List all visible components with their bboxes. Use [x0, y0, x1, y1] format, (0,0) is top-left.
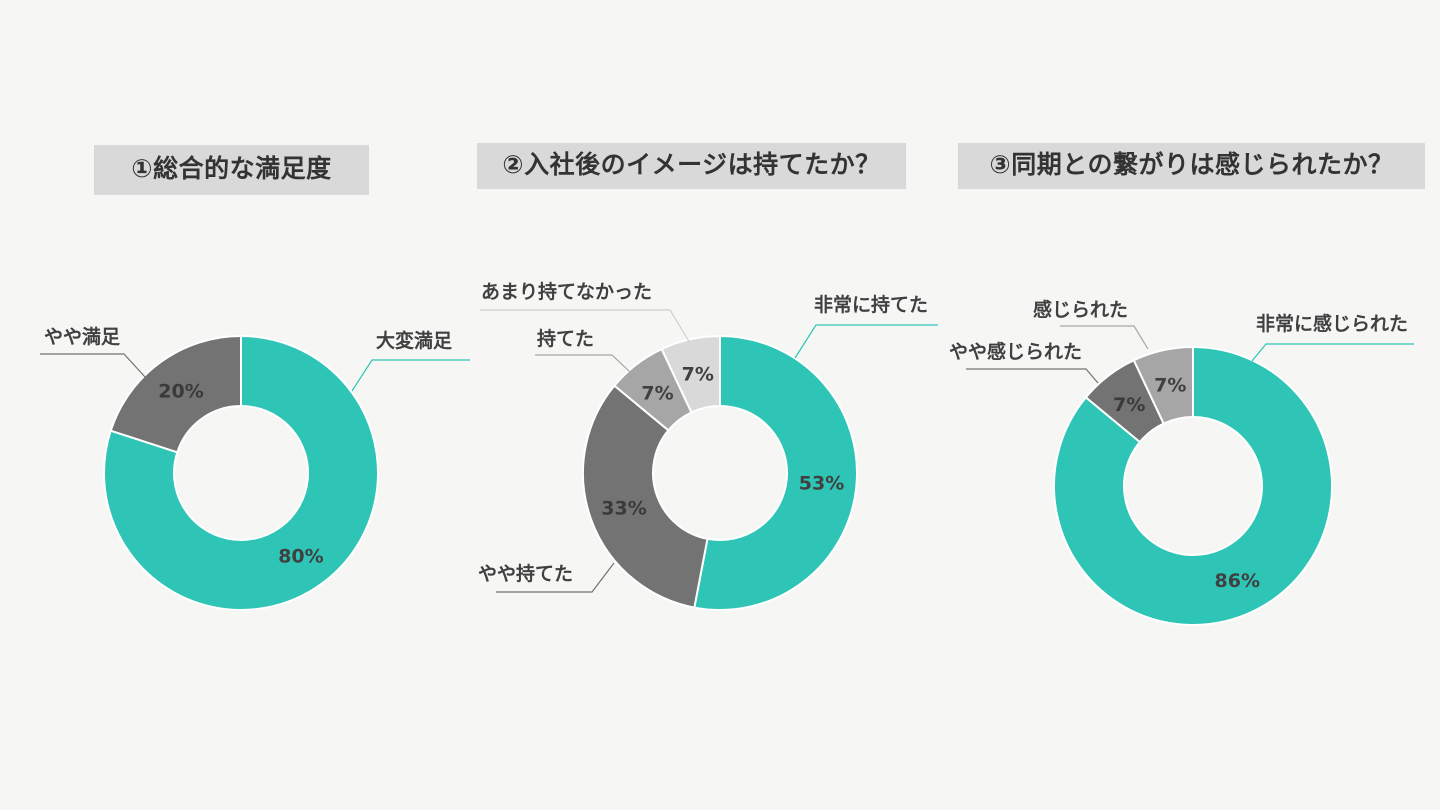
chart-2-slice-3-label: 持てた: [537, 327, 594, 350]
chart-2-slice-4-leader-line: [480, 309, 691, 344]
chart-3-slice-2-leader-line: [966, 368, 1099, 384]
chart-1-slice-2: [109, 334, 242, 454]
chart-3-slice-3-leader-line: [1060, 325, 1149, 350]
chart-3-slice-2-label: やや感じられた: [949, 340, 1082, 363]
chart-3-slice-3: [1132, 345, 1194, 425]
donut-chart-1: 80% 大変満足 20% やや満足: [40, 326, 470, 611]
chart-1-slice-2-leader-line: [40, 353, 147, 379]
chart-1-slice-2-percent: 20%: [158, 380, 203, 402]
chart-1-slice-1-label: 大変満足: [376, 329, 453, 352]
chart-1-slice-1-leader-line: [351, 359, 470, 392]
chart-2-slice-1: [693, 334, 858, 611]
chart-3-slice-3-label: 感じられた: [1033, 298, 1128, 321]
chart-1-slice-2-label: やや満足: [44, 326, 121, 348]
chart-2-slice-4: [660, 334, 721, 414]
chart-3-slice-1-label: 非常に感じられた: [1256, 312, 1408, 335]
donut-chart-3: 86% 非常に感じられた 7% やや感じられた 7% 感じられた: [949, 298, 1414, 626]
chart-3-slice-1: [1053, 345, 1333, 626]
chart-2-slice-4-label: あまり持てなかった: [481, 280, 652, 303]
chart-2-slice-2: [582, 384, 709, 609]
chart-2-slice-3-leader-line: [535, 354, 631, 373]
chart-3-slice-2-percent: 7%: [1113, 394, 1145, 416]
chart-2-slice-2-percent: 33%: [601, 498, 646, 520]
chart-2-title: ②入社後のイメージは持てたか？: [477, 143, 906, 189]
chart-3-slice-3-percent: 7%: [1154, 375, 1186, 397]
chart-2-slice-2-leader-line: [496, 562, 615, 593]
chart-1-slice-1-percent: 80%: [278, 546, 323, 568]
chart-3-slice-1-percent: 86%: [1215, 570, 1260, 592]
chart-2-slice-2-label: やや持てた: [478, 562, 573, 585]
chart-3-title: ③同期との繋がりは感じられたか？: [958, 143, 1425, 189]
chart-2-slice-1-percent: 53%: [799, 473, 844, 495]
chart-2-slice-4-percent: 7%: [682, 363, 714, 385]
chart-2-slice-3-percent: 7%: [641, 382, 673, 404]
chart-2-slice-1-label: 非常に持てた: [814, 293, 928, 316]
chart-2-slice-1-leader-line: [794, 324, 938, 359]
donut-chart-2: 53% 非常に持てた 33% やや持てた 7% 持てた 7% あまり持てなかった: [478, 280, 938, 611]
chart-3-slice-1-leader-line: [1251, 343, 1414, 362]
chart-1-title: ①総合的な満足度: [94, 145, 369, 195]
chart-1-slice-1: [103, 334, 379, 611]
